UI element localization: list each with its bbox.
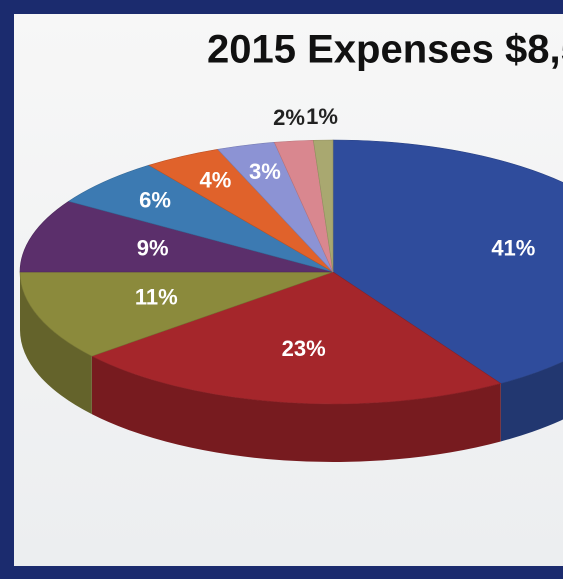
data-label: 3% (249, 159, 281, 184)
slice (91, 271, 502, 405)
chart-title: 2015 Expenses $8,5 (207, 28, 563, 72)
pie: 41% 23% 11% 9% 6% 4% 3% 2% 1% (19, 104, 563, 462)
data-label: 2% (273, 105, 305, 130)
slice-side (91, 356, 501, 462)
slice-side (500, 361, 563, 442)
data-label: 11% (135, 285, 178, 310)
slice (19, 200, 334, 273)
slice (68, 164, 334, 273)
data-label: 4% (199, 168, 231, 193)
data-label: 6% (139, 187, 171, 212)
data-label: 23% (282, 336, 326, 361)
slice (19, 271, 334, 357)
data-label: 41% (491, 236, 535, 261)
data-label: 1% (306, 104, 338, 129)
slice (332, 139, 563, 384)
data-label: 9% (137, 236, 169, 261)
slice (313, 139, 334, 273)
slice-side (20, 272, 92, 415)
